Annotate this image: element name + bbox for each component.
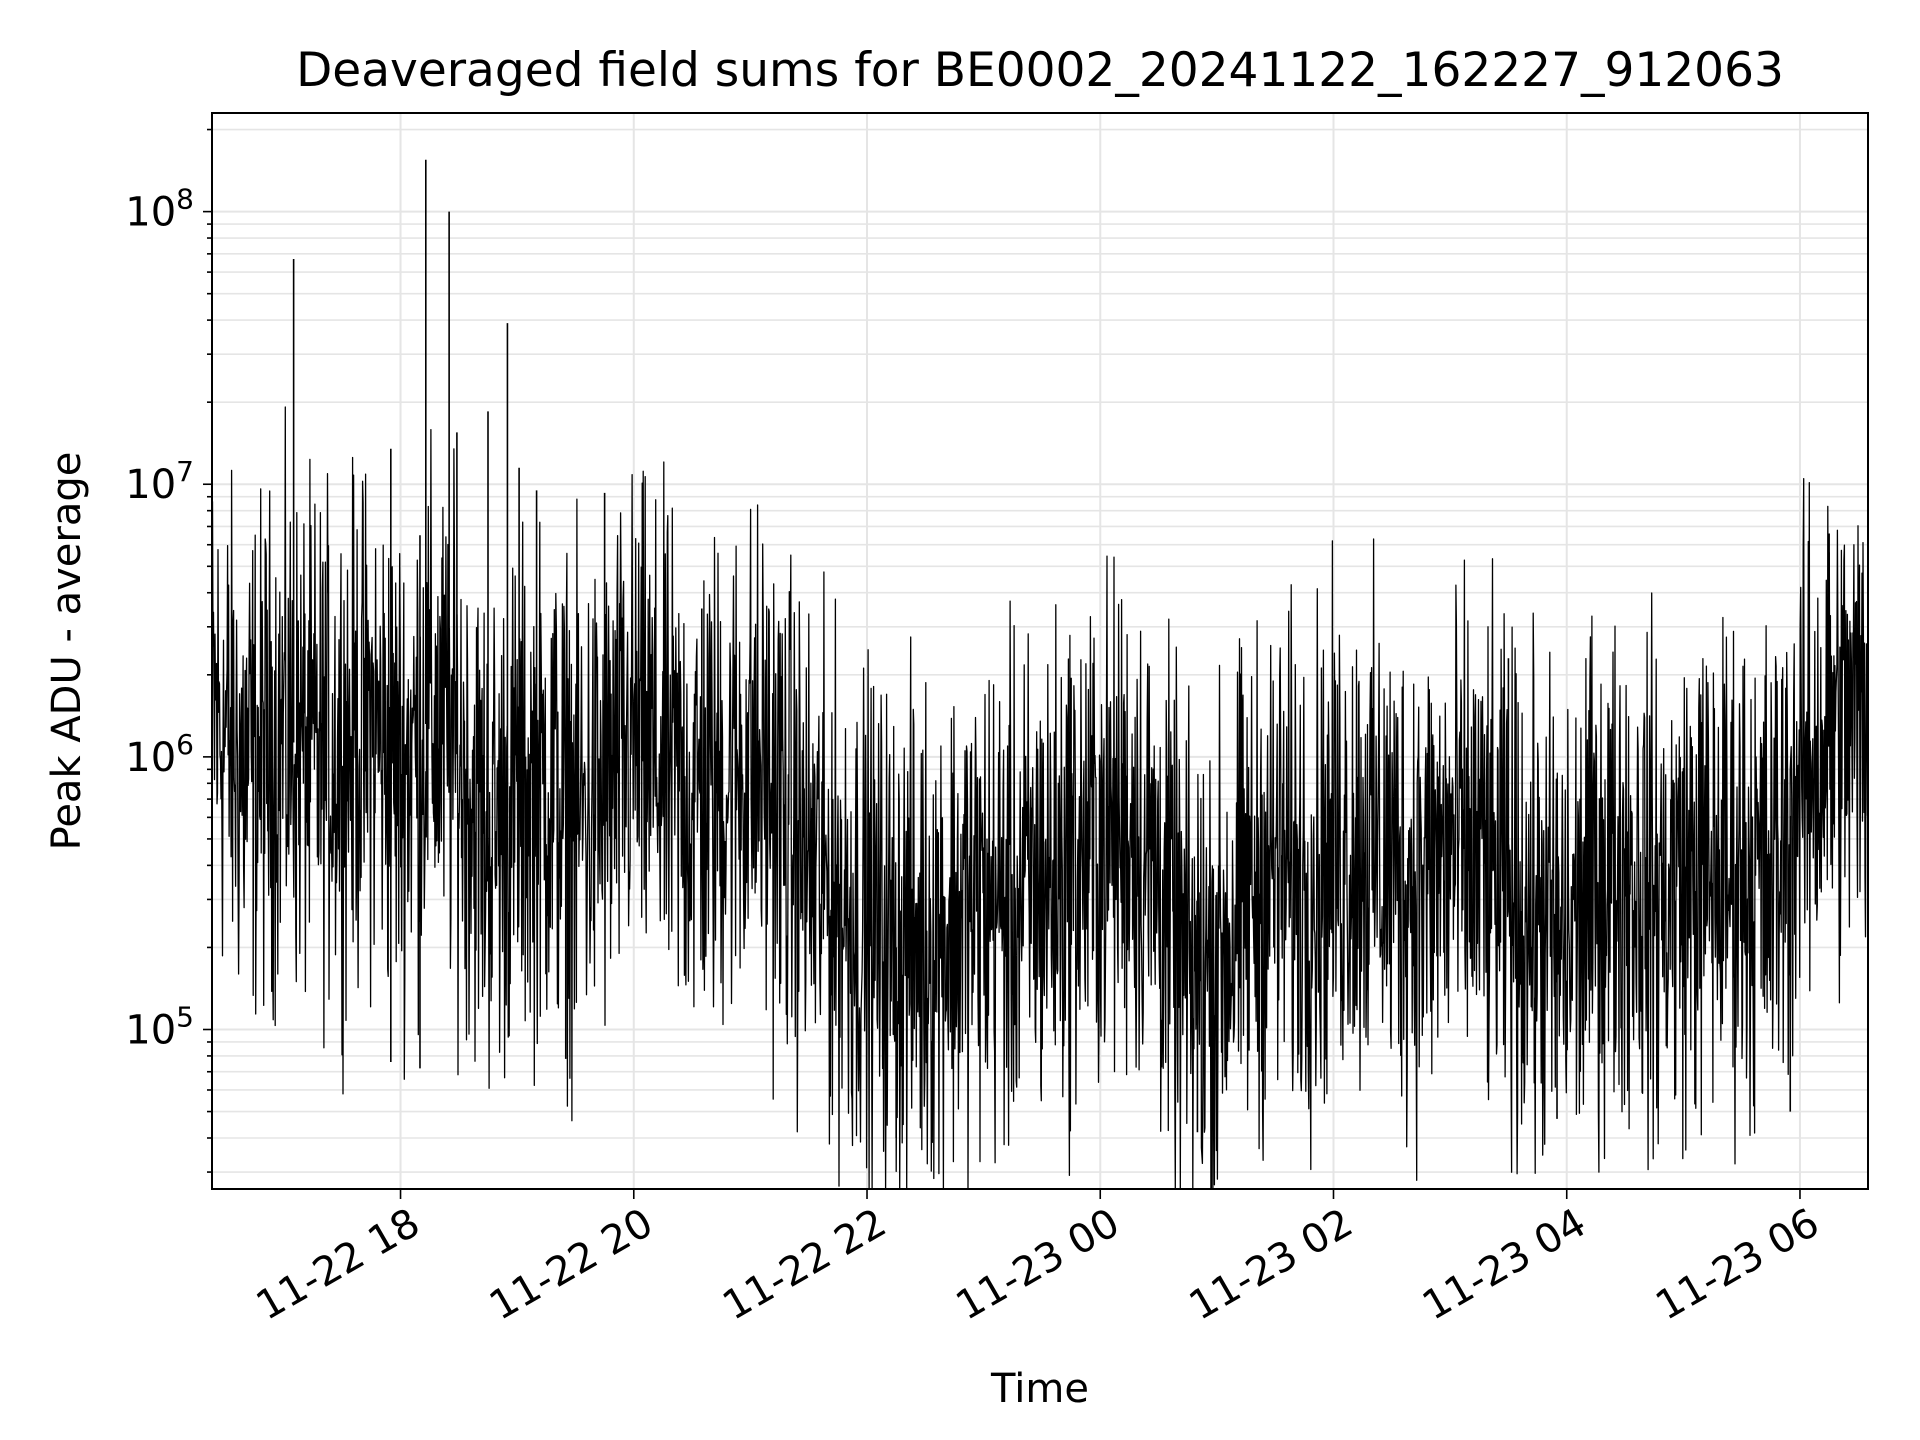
data-series [211, 159, 1869, 1190]
series-line [211, 406, 1869, 1190]
y-axis-ticks: 105 106 107 108 [125, 128, 212, 1173]
y-tick-label: 105 [125, 1001, 194, 1054]
x-axis-label: Time [990, 1366, 1089, 1412]
chart-title: Deaveraged field sums for BE0002_2024112… [296, 43, 1784, 98]
y-tick-label: 107 [125, 455, 194, 508]
y-tick-label: 106 [125, 728, 194, 781]
y-tick-label: 108 [125, 183, 194, 236]
plot-frame [211, 112, 1869, 1190]
y-axis-label: Peak ADU - average [44, 452, 90, 851]
